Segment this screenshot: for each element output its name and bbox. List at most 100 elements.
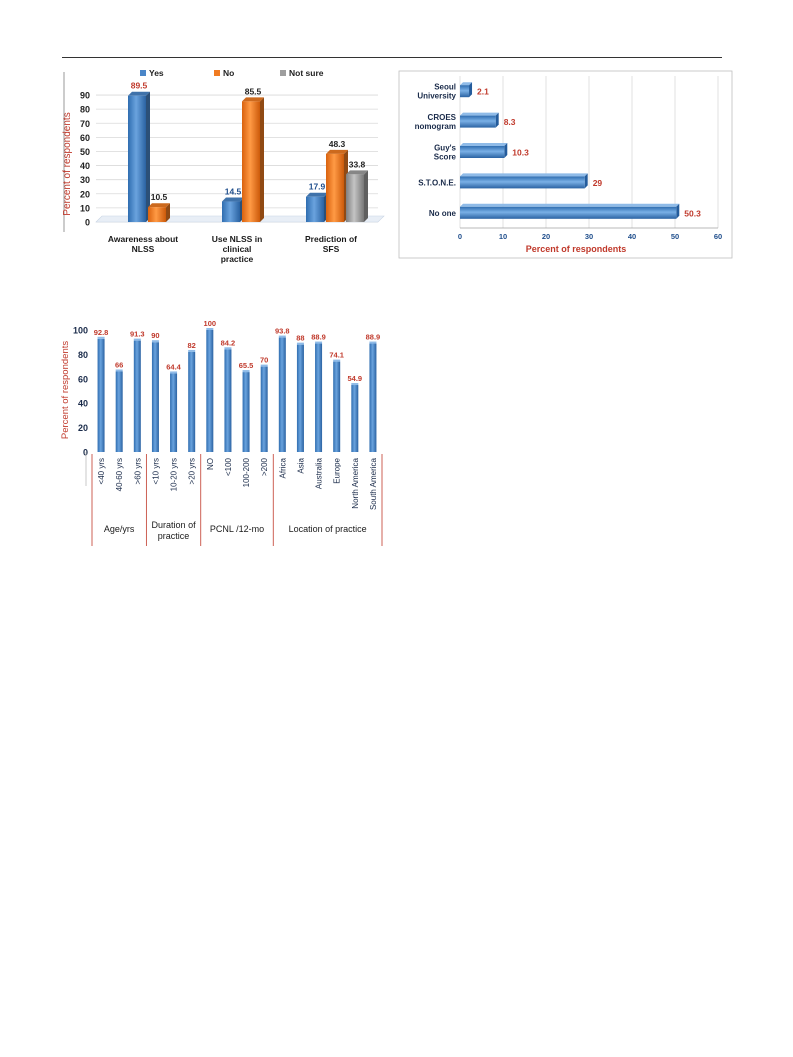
bar-top xyxy=(151,340,159,343)
x-tick-label: 40 xyxy=(628,232,636,241)
bar-value-label: 14.5 xyxy=(225,187,242,197)
bar-value-label: 88.9 xyxy=(366,333,381,342)
bar xyxy=(460,176,585,189)
y-tick-label: 0 xyxy=(85,218,90,228)
x-tick-label: South America xyxy=(369,457,378,510)
chart-nlss-svg: Percent of respondents 0 10 20 30 40 50 60 70 80… xyxy=(62,68,385,264)
bar xyxy=(170,373,178,452)
legend-swatch xyxy=(140,70,146,76)
bar xyxy=(148,207,166,222)
bar-top xyxy=(460,82,473,86)
bar-top xyxy=(278,335,286,338)
y-tick-label: 70 xyxy=(80,119,90,129)
bar-value-label: 54.9 xyxy=(348,374,363,383)
bar-top xyxy=(460,112,499,116)
chart-nomogram-usage: 0 10 20 30 40 50 60 Seoul University CROES nomogr… xyxy=(398,70,733,260)
x-tick-label: Europe xyxy=(333,457,342,483)
bar xyxy=(460,115,496,128)
bar xyxy=(346,174,364,222)
chart-demographics-svg: Percent of respondents 0 20 40 60 80 100 92.8… xyxy=(60,319,383,546)
bar-top xyxy=(242,370,250,373)
bar xyxy=(351,385,359,452)
group-label: Location of practice xyxy=(289,524,367,534)
bar-side xyxy=(584,173,588,189)
bar-value-label: 2.1 xyxy=(477,87,489,97)
x-tick-label: 20 xyxy=(542,232,550,241)
bar-value-label: 17.9 xyxy=(309,182,326,192)
bar-top xyxy=(296,342,304,345)
bar xyxy=(242,101,260,222)
y-tick-label: 30 xyxy=(80,175,90,185)
bar xyxy=(278,337,286,452)
y-tick-label: 50 xyxy=(80,147,90,157)
y-tick-label: 80 xyxy=(78,350,88,360)
x-tick-label: 40-60 yrs xyxy=(115,458,124,491)
bar-top xyxy=(188,349,196,352)
x-tick-label: 10 xyxy=(499,232,507,241)
x-tick-label: 30 xyxy=(585,232,593,241)
x-tick-label: SFS xyxy=(323,244,340,254)
bar-value-label: 33.8 xyxy=(349,159,366,169)
x-tick-label: clinical xyxy=(223,244,252,254)
chart-border xyxy=(398,70,733,259)
bar-value-label: 92.8 xyxy=(94,328,109,337)
x-tick-label: Australia xyxy=(315,457,324,489)
x-tick-label: 50 xyxy=(671,232,679,241)
bar xyxy=(260,366,268,452)
bar-value-label: 93.8 xyxy=(275,327,290,336)
bar-top xyxy=(148,203,170,208)
group-label: practice xyxy=(158,531,190,541)
x-tick-label: Use NLSS in xyxy=(212,234,263,244)
bar-top xyxy=(242,97,264,102)
bar xyxy=(128,95,146,222)
bar-top xyxy=(460,173,588,177)
y-tick-label: 40 xyxy=(78,399,88,409)
category-label: S.T.O.N.E. xyxy=(418,178,456,187)
bar-value-label: 90 xyxy=(151,331,159,340)
group-label: Age/yrs xyxy=(104,524,135,534)
bar-top xyxy=(260,364,268,367)
bar xyxy=(188,351,196,452)
bar xyxy=(151,342,159,452)
bar xyxy=(460,206,677,219)
bar-value-label: 8.3 xyxy=(504,117,516,127)
y-axis-label: Percent of respondents xyxy=(60,341,71,439)
bar-top xyxy=(369,341,377,344)
category-label: No one xyxy=(429,209,457,218)
x-tick-label: Africa xyxy=(278,457,287,478)
x-tick-label: 0 xyxy=(458,232,462,241)
x-tick-label: >20 yrs xyxy=(188,458,197,484)
bar-value-label: 10.5 xyxy=(151,192,168,202)
bar-value-label: 48.3 xyxy=(329,139,346,149)
bar-value-label: 10.3 xyxy=(512,148,529,158)
bar-top xyxy=(315,341,323,344)
bar-value-label: 100 xyxy=(204,320,217,328)
bar-value-label: 66 xyxy=(115,360,123,369)
bar-side xyxy=(676,203,680,219)
x-tick-label: NLSS xyxy=(132,244,155,254)
bar xyxy=(206,330,214,452)
x-tick-label: Awareness about xyxy=(108,234,178,244)
bar-top xyxy=(306,192,328,197)
bar xyxy=(326,153,344,222)
bar-top xyxy=(224,347,232,350)
bar-value-label: 89.5 xyxy=(131,81,148,91)
bar-value-label: 64.4 xyxy=(166,362,181,371)
x-tick-label: Prediction of xyxy=(305,234,357,244)
y-tick-label: 60 xyxy=(80,133,90,143)
bar-top xyxy=(128,91,150,96)
legend-swatch xyxy=(280,70,286,76)
bar xyxy=(242,372,250,452)
y-tick-label: 20 xyxy=(80,189,90,199)
x-tick-label: <10 yrs xyxy=(151,458,160,484)
y-tick-label: 40 xyxy=(80,161,90,171)
x-tick-label: North America xyxy=(351,457,360,508)
bar-top xyxy=(170,371,178,374)
group-label: PCNL /12-mo xyxy=(210,524,264,534)
bar-side xyxy=(166,203,170,222)
bar-value-label: 74.1 xyxy=(329,351,344,360)
bar-side xyxy=(260,97,264,222)
y-tick-label: 0 xyxy=(83,448,88,458)
bar-value-label: 50.3 xyxy=(684,208,701,218)
